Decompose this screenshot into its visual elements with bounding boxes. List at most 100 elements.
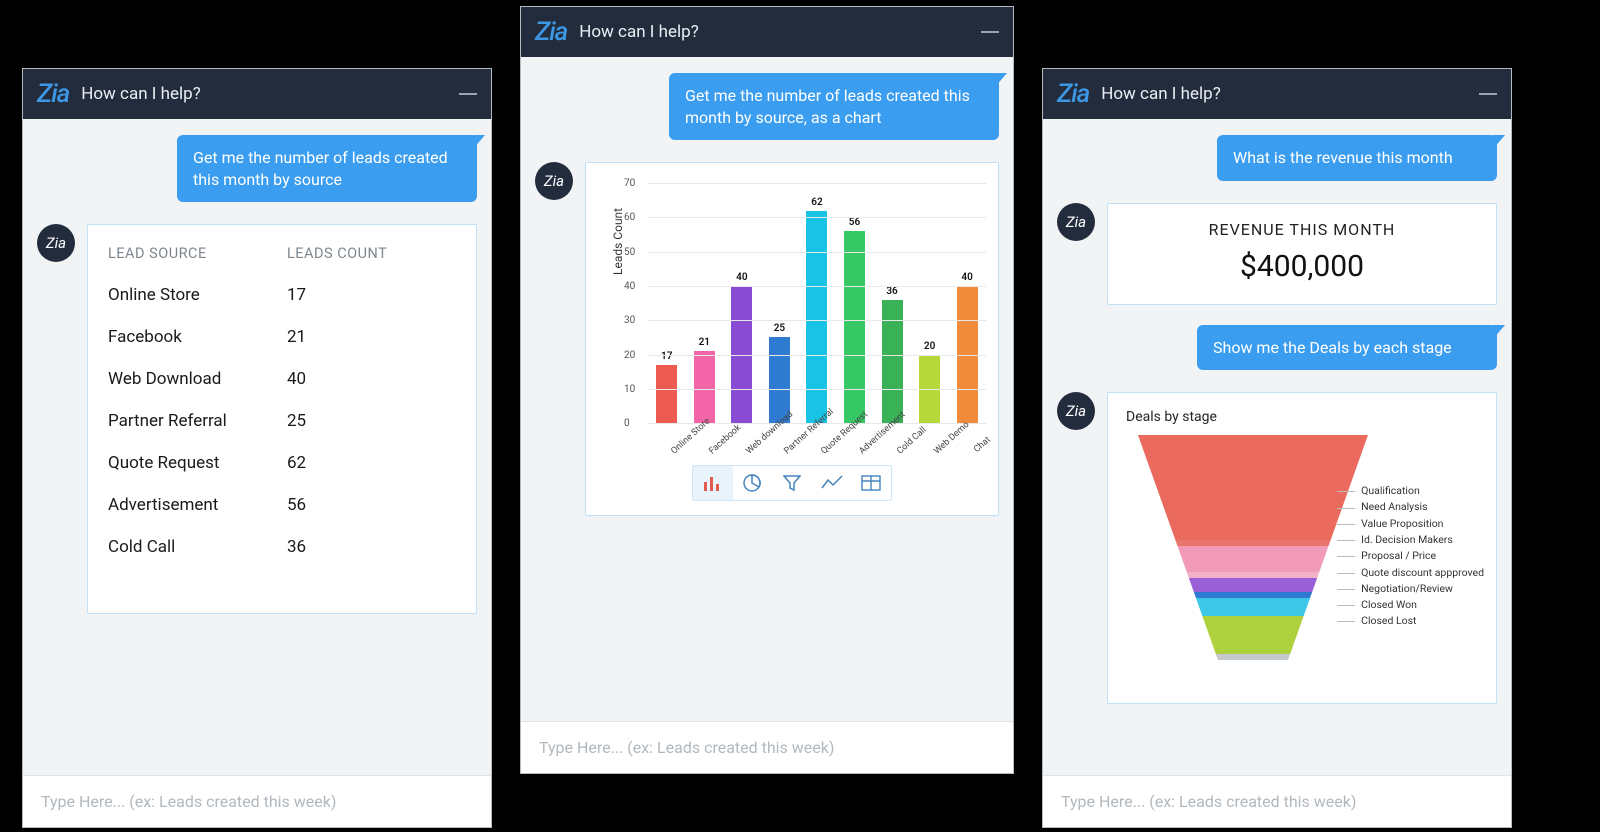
cell-count: 17 bbox=[287, 285, 306, 305]
minimize-icon[interactable] bbox=[981, 31, 999, 33]
bar-chart: Leads Count 172140256256362040 010203040… bbox=[594, 177, 990, 439]
table-icon[interactable] bbox=[851, 466, 891, 500]
chat-area: Get me the number of leads created this … bbox=[23, 119, 491, 775]
bar-value-label: 56 bbox=[849, 217, 860, 228]
titlebar: Zia How can I help? bbox=[521, 7, 1013, 57]
funnel-legend-item: Proposal / Price bbox=[1337, 548, 1484, 564]
leads-chart-card: Leads Count 172140256256362040 010203040… bbox=[585, 162, 999, 516]
x-tick-label: Facebook bbox=[707, 435, 729, 456]
header-title: How can I help? bbox=[1101, 84, 1467, 104]
header-title: How can I help? bbox=[81, 84, 447, 104]
avatar: Zia bbox=[37, 224, 75, 262]
line-chart-icon[interactable] bbox=[812, 466, 852, 500]
minimize-icon[interactable] bbox=[1479, 93, 1497, 95]
avatar: Zia bbox=[1057, 392, 1095, 430]
bar: 36 bbox=[882, 300, 903, 423]
funnel-slice bbox=[1175, 540, 1330, 546]
funnel-legend-item: Need Analysis bbox=[1337, 499, 1484, 515]
x-tick-label: Quote Request bbox=[820, 435, 842, 456]
chart-type-toolbar bbox=[692, 465, 892, 501]
header-title: How can I help? bbox=[579, 22, 969, 42]
chart-plot-area: 172140256256362040 010203040506070 bbox=[648, 183, 986, 423]
chat-input[interactable]: Type Here... (ex: Leads created this wee… bbox=[23, 775, 491, 827]
x-tick-label: Web download bbox=[745, 435, 767, 456]
x-tick-label: Cold Call bbox=[895, 435, 917, 456]
y-tick-label: 20 bbox=[624, 350, 635, 361]
chat-panel-1: Zia How can I help? Get me the number of… bbox=[22, 68, 492, 828]
funnel-icon[interactable] bbox=[772, 466, 812, 500]
gridline: 10 bbox=[648, 389, 986, 390]
chat-input[interactable]: Type Here... (ex: Leads created this wee… bbox=[1043, 775, 1511, 827]
bar-value-label: 40 bbox=[961, 272, 972, 283]
table-row: Web Download40 bbox=[106, 358, 458, 400]
x-tick-label: Online Store bbox=[670, 435, 692, 456]
cell-source: Partner Referral bbox=[108, 411, 263, 431]
chat-area: Get me the number of leads created this … bbox=[521, 57, 1013, 721]
y-tick-label: 70 bbox=[624, 178, 635, 189]
assistant-reply: Zia LEAD SOURCELEADS COUNTOnline Store17… bbox=[37, 224, 477, 614]
y-tick-label: 30 bbox=[624, 315, 635, 326]
cell-count: 21 bbox=[287, 327, 306, 347]
table-row: Cold Call36 bbox=[106, 526, 458, 568]
y-tick-label: 10 bbox=[624, 384, 635, 395]
user-query-bubble: Get me the number of leads created this … bbox=[669, 73, 999, 140]
funnel-legend-item: Id. Decision Makers bbox=[1337, 532, 1484, 548]
cell-count: 62 bbox=[287, 453, 306, 473]
chat-area: What is the revenue this month Zia REVEN… bbox=[1043, 119, 1511, 775]
metric-value: $400,000 bbox=[1118, 249, 1486, 284]
gridline: 20 bbox=[648, 355, 986, 356]
metric-title: REVENUE THIS MONTH bbox=[1118, 220, 1486, 239]
minimize-icon[interactable] bbox=[459, 93, 477, 95]
column-header: LEAD SOURCE bbox=[108, 245, 263, 262]
bar-value-label: 21 bbox=[699, 337, 710, 348]
x-tick-label: Web Demo bbox=[932, 435, 954, 456]
cell-count: 56 bbox=[287, 495, 306, 515]
table-row: Online Store17 bbox=[106, 274, 458, 316]
gridline: 40 bbox=[648, 286, 986, 287]
funnel-slice bbox=[1138, 435, 1368, 540]
funnel-legend-item: Closed Lost bbox=[1337, 613, 1484, 629]
gridline: 50 bbox=[648, 252, 986, 253]
funnel-area: QualificationNeed AnalysisValue Proposit… bbox=[1120, 435, 1484, 685]
assistant-reply: Zia Leads Count 172140256256362040 01020… bbox=[535, 162, 999, 516]
chat-panel-2: Zia How can I help? Get me the number of… bbox=[520, 6, 1014, 774]
cell-source: Web Download bbox=[108, 369, 263, 389]
funnel-slice bbox=[1187, 572, 1320, 578]
cell-count: 25 bbox=[287, 411, 306, 431]
gridline: 30 bbox=[648, 320, 986, 321]
bar-value-label: 25 bbox=[774, 323, 785, 334]
funnel-slice bbox=[1189, 578, 1317, 592]
table-row: Partner Referral 25 bbox=[106, 400, 458, 442]
cell-source: Facebook bbox=[108, 327, 263, 347]
y-tick-label: 40 bbox=[624, 281, 635, 292]
x-tick-label: Advertisement bbox=[857, 435, 879, 456]
bar-value-label: 62 bbox=[811, 197, 822, 208]
bar: 21 bbox=[694, 351, 715, 423]
user-query-bubble: What is the revenue this month bbox=[1217, 135, 1497, 181]
y-tick-label: 50 bbox=[624, 247, 635, 258]
funnel-slice bbox=[1196, 598, 1310, 616]
x-tick-label: Partner Referral bbox=[782, 435, 804, 456]
funnel-title: Deals by stage bbox=[1126, 409, 1484, 425]
bar-chart-icon[interactable] bbox=[693, 466, 733, 500]
funnel-card: Deals by stage QualificationNeed Analysi… bbox=[1107, 392, 1497, 704]
chat-input[interactable]: Type Here... (ex: Leads created this wee… bbox=[521, 721, 1013, 773]
table-row: Facebook 21 bbox=[106, 316, 458, 358]
funnel-slice bbox=[1194, 592, 1312, 598]
x-tick-label: Chat bbox=[970, 435, 992, 456]
pie-chart-icon[interactable] bbox=[733, 466, 773, 500]
leads-table-card: LEAD SOURCELEADS COUNTOnline Store17Face… bbox=[87, 224, 477, 614]
funnel-legend-item: Negotiation/Review bbox=[1337, 581, 1484, 597]
zia-logo: Zia bbox=[1057, 79, 1089, 109]
cell-count: 36 bbox=[287, 537, 306, 557]
funnel-legend: QualificationNeed AnalysisValue Proposit… bbox=[1337, 483, 1484, 629]
gridline: 70 bbox=[648, 183, 986, 184]
funnel-legend-item: Value Proposition bbox=[1337, 516, 1484, 532]
funnel-slice bbox=[1216, 654, 1290, 660]
user-query-bubble: Show me the Deals by each stage bbox=[1197, 325, 1497, 371]
titlebar: Zia How can I help? bbox=[1043, 69, 1511, 119]
bar: 17 bbox=[656, 365, 677, 423]
bar-value-label: 36 bbox=[886, 286, 897, 297]
assistant-reply: Zia REVENUE THIS MONTH $400,000 bbox=[1057, 203, 1497, 305]
bar: 62 bbox=[806, 211, 827, 424]
